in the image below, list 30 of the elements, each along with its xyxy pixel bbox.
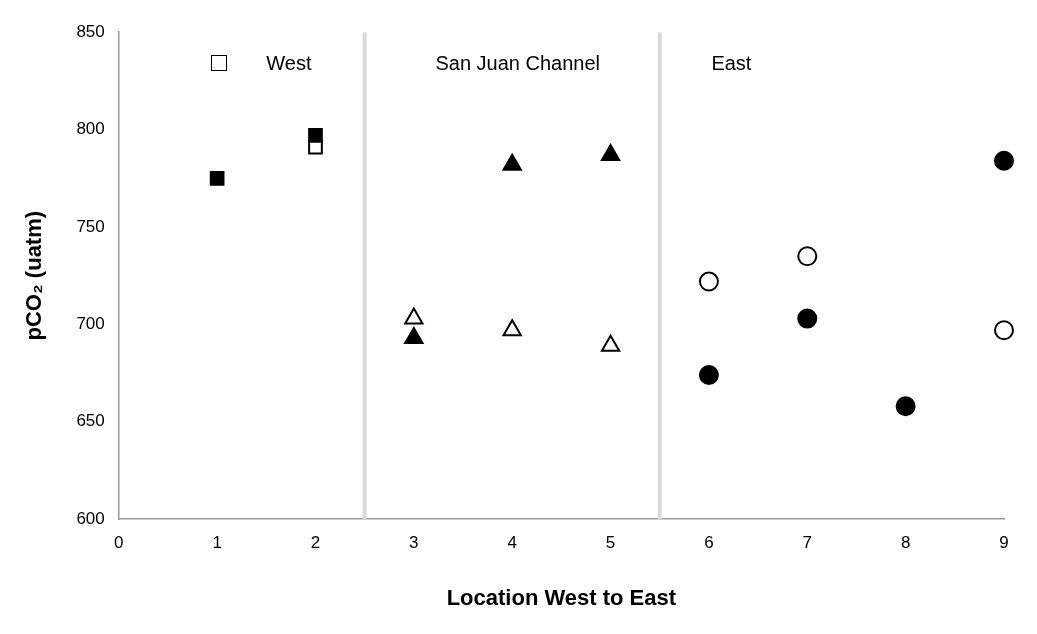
x-tick-label: 9 — [999, 533, 1009, 553]
x-tick-label: 0 — [114, 533, 124, 553]
point — [797, 246, 818, 267]
x-tick-label: 6 — [704, 533, 714, 553]
point — [994, 320, 1014, 341]
point — [698, 365, 719, 386]
annotation: East — [711, 51, 752, 74]
point — [895, 396, 916, 417]
x-tick-label: 4 — [507, 533, 517, 553]
x-axis-title: Location West to East — [446, 584, 677, 610]
y-tick-label: 650 — [76, 411, 105, 431]
x-tick-label: 8 — [900, 533, 911, 553]
y-tick-label: 850 — [76, 21, 105, 41]
x-tick-label: 3 — [409, 533, 419, 553]
annotation: West — [266, 51, 312, 74]
x-tick-label: 2 — [310, 533, 321, 553]
point — [797, 308, 818, 329]
x-tick-label: 7 — [802, 533, 813, 553]
point — [209, 170, 225, 186]
y-tick-label: 600 — [76, 508, 105, 528]
y-tick-label: 700 — [76, 314, 105, 334]
point — [698, 271, 719, 292]
y-tick-label: 750 — [76, 216, 105, 236]
x-tick-label: 5 — [605, 533, 616, 553]
point — [994, 150, 1014, 171]
y-tick-label: 800 — [76, 119, 105, 139]
point — [308, 128, 323, 143]
annotation: San Juan Channel — [435, 51, 601, 74]
x-tick-label: 1 — [212, 533, 222, 553]
y-axis-title: pCO₂ (uatm) — [21, 210, 47, 341]
